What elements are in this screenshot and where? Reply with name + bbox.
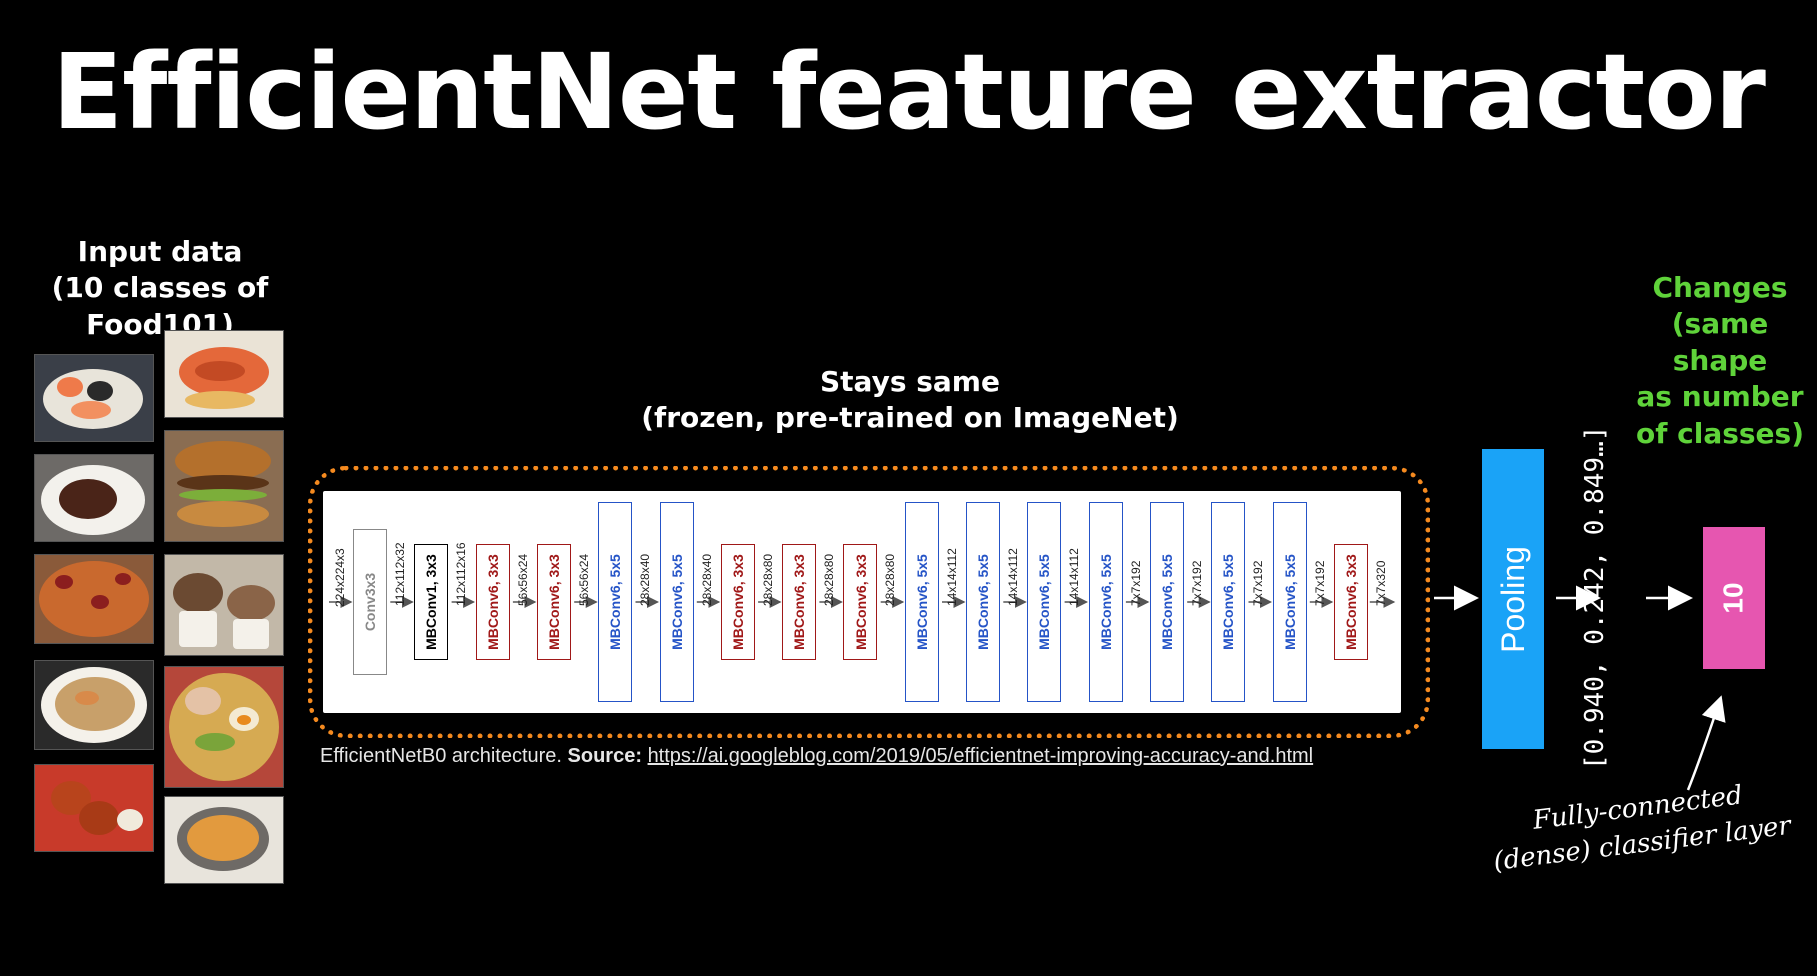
changes-heading-line1: Changes: [1652, 271, 1788, 304]
layer-block: MBConv6, 3x3: [475, 544, 510, 660]
architecture-arrows: [329, 596, 1396, 608]
layer-block: MBConv6, 3x3: [720, 544, 755, 660]
note-pointer-arrow: [1686, 695, 1726, 791]
layer-block: MBConv6, 3x3: [782, 544, 817, 660]
layer-block: MBConv1, 3x3: [414, 544, 449, 660]
input-heading-line1: Input data: [77, 235, 243, 268]
layer-block: MBConv6, 5x5: [1272, 502, 1307, 702]
food-image-salmon: [164, 330, 284, 418]
input-data-heading: Input data (10 classes of Food101): [0, 234, 320, 343]
food-image-chicken-wings: [34, 764, 154, 852]
layer-block: MBConv6, 3x3: [843, 544, 878, 660]
layer-block: MBConv6, 3x3: [536, 544, 571, 660]
frozen-backbone-border: 224x224x3 Conv3x3 112x112x32 MBConv1, 3x3 1…: [308, 466, 1430, 738]
food-image-ramen: [164, 666, 284, 788]
layer-block: MBConv6, 5x5: [1088, 502, 1123, 702]
layer-block: MBConv6, 3x3: [1333, 544, 1368, 660]
changes-heading-line2: (same shape: [1671, 307, 1769, 377]
food-image-ice-cream: [164, 554, 284, 656]
food-image-grid: [34, 330, 286, 890]
slide-title: EfficientNet feature extractor: [52, 31, 1766, 153]
layer-block: Conv3x3: [353, 529, 387, 675]
caption-source-label: Source:: [567, 745, 642, 767]
food-image-curry: [164, 796, 284, 884]
caption-text: EfficientNetB0 architecture.: [320, 745, 568, 767]
stays-heading-line1: Stays same: [820, 365, 1000, 398]
efficientnet-b0-diagram: 224x224x3 Conv3x3 112x112x32 MBConv1, 3x3 1…: [323, 491, 1401, 713]
layer-block: MBConv6, 5x5: [904, 502, 939, 702]
stays-same-heading: Stays same (frozen, pre-trained on Image…: [610, 364, 1210, 437]
source-link[interactable]: https://ai.googleblog.com/2019/05/effici…: [647, 745, 1314, 767]
changes-heading: Changes (same shape as number of classes…: [1620, 270, 1817, 452]
layer-block: MBConv6, 5x5: [1027, 502, 1062, 702]
food-image-sushi: [34, 354, 154, 442]
pooling-layer: Pooling: [1482, 449, 1544, 749]
food-image-fried-rice: [34, 660, 154, 750]
changes-heading-line3: as number: [1636, 380, 1804, 414]
layer-block: MBConv6, 5x5: [966, 502, 1000, 702]
layer-block: MBConv6, 5x5: [659, 502, 694, 702]
stays-heading-line2: (frozen, pre-trained on ImageNet): [641, 401, 1179, 435]
layer-block: MBConv6, 5x5: [1211, 502, 1246, 702]
changes-heading-line4: of classes): [1635, 416, 1805, 450]
layer-block: MBConv6, 5x5: [1149, 502, 1184, 702]
food-image-steak: [34, 454, 154, 542]
food-image-burger: [164, 430, 284, 542]
architecture-caption: EfficientNetB0 architecture. Source: htt…: [320, 745, 1313, 768]
output-layer: 10: [1703, 527, 1765, 669]
layer-block: MBConv6, 5x5: [598, 502, 633, 702]
food-image-pizza: [34, 554, 154, 644]
